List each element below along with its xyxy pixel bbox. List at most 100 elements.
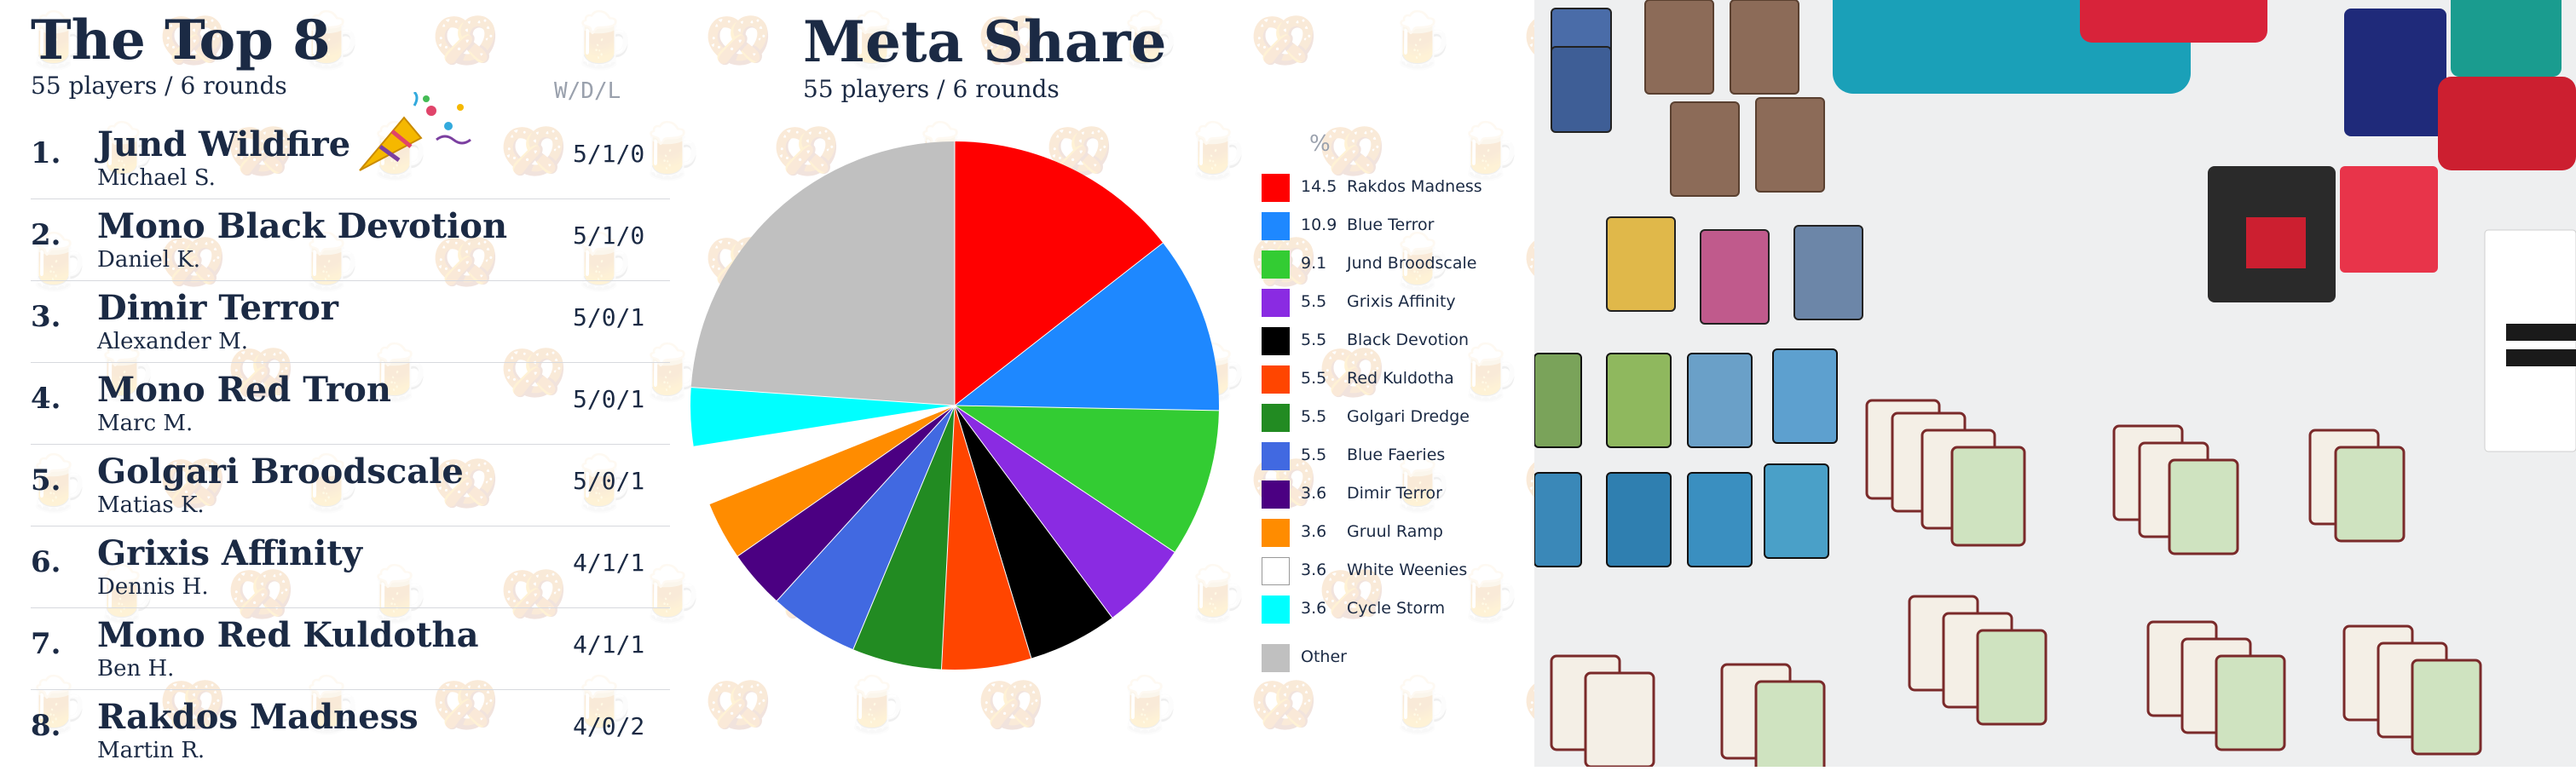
legend-item: 3.6 Gruul Ramp: [1262, 515, 1534, 554]
pink-deck-box: [2340, 166, 2438, 273]
legend-value: 5.5: [1301, 369, 1343, 388]
pie-chart: [682, 133, 1227, 678]
standing-wdl: 5/0/1: [573, 303, 644, 331]
standing-player: Ben H.: [97, 656, 174, 682]
table-photo: [1534, 0, 2576, 767]
legend-item: 5.5 Golgari Dredge: [1262, 400, 1534, 439]
card: [1645, 0, 1713, 94]
card: [1765, 464, 1828, 558]
standing-wdl: 4/0/2: [573, 712, 644, 740]
pie-slice-other: [691, 141, 955, 406]
legend-value: 9.1: [1301, 254, 1343, 273]
card: [1671, 102, 1739, 196]
legend-swatch: [1262, 519, 1290, 547]
legend-item: 3.6 Dimir Terror: [1262, 477, 1534, 515]
legend-value: 5.5: [1301, 292, 1343, 311]
legend-label: Cycle Storm: [1347, 599, 1445, 618]
card: [1794, 226, 1863, 319]
standing-row: 5. Golgari Broodscale Matias K. 5/0/1: [31, 445, 670, 526]
standing-row: 4. Mono Red Tron Marc M. 5/0/1: [31, 363, 670, 445]
legend-swatch: [1262, 289, 1290, 317]
standing-wdl: 4/1/1: [573, 549, 644, 577]
legend-item: 5.5 Red Kuldotha: [1262, 362, 1534, 400]
token-pile: [1551, 656, 1654, 767]
legend-swatch: [1262, 404, 1290, 432]
legend-header: %: [1309, 118, 1534, 170]
legend-value: 3.6: [1301, 484, 1343, 503]
legend-label: Grixis Affinity: [1347, 292, 1456, 311]
standing-rank: 6.: [31, 545, 61, 579]
standing-row: 7. Mono Red Kuldotha Ben H. 4/1/1: [31, 608, 670, 690]
card: [1773, 349, 1837, 443]
red-deck-case: [2080, 0, 2267, 43]
legend-value: 5.5: [1301, 407, 1343, 426]
token-pile: [2310, 430, 2404, 541]
standings-list: 1. Jund Wildfire Michael S. 5/1/0 2. Mon…: [31, 118, 670, 771]
legend-value: 3.6: [1301, 522, 1343, 541]
legend-value: 3.6: [1301, 599, 1343, 618]
red-deck-box: [2438, 77, 2576, 170]
legend-swatch: [1262, 442, 1290, 470]
standing-player: Matias K.: [97, 492, 205, 518]
legend-value: 14.5: [1301, 177, 1343, 196]
standing-deck: Mono Black Devotion: [97, 206, 507, 246]
card: [1607, 473, 1671, 567]
card: [1688, 473, 1752, 567]
standing-deck: Golgari Broodscale: [97, 452, 464, 492]
legend-label: Red Kuldotha: [1347, 369, 1454, 388]
card: [1534, 473, 1581, 567]
standing-wdl: 5/0/1: [573, 385, 644, 413]
standing-rank: 8.: [31, 709, 61, 743]
standing-wdl: 4/1/1: [573, 630, 644, 659]
standing-row: 2. Mono Black Devotion Daniel K. 5/1/0: [31, 199, 670, 281]
standing-player: Alexander M.: [97, 329, 248, 354]
legend-item: 5.5 Blue Faeries: [1262, 439, 1534, 477]
meta-share-panel: Meta Share 55 players / 6 rounds % 14.5 R…: [682, 14, 1534, 763]
standing-wdl: 5/1/0: [573, 140, 644, 168]
standing-deck: Mono Red Tron: [97, 370, 391, 410]
standing-rank: 2.: [31, 218, 61, 252]
legend-swatch: [1262, 557, 1290, 585]
legend-item: 3.6 Cycle Storm: [1262, 592, 1534, 630]
legend-swatch: [1262, 250, 1290, 279]
standing-wdl: 5/0/1: [573, 467, 644, 495]
legend-value: 10.9: [1301, 216, 1343, 234]
standing-player: Dennis H.: [97, 574, 209, 600]
legend-swatch: [1262, 644, 1290, 672]
legend-label: Jund Broodscale: [1347, 254, 1476, 273]
card: [1688, 354, 1752, 447]
standing-rank: 7.: [31, 627, 61, 661]
standing-deck: Jund Wildfire: [97, 124, 350, 164]
standing-player: Marc M.: [97, 411, 193, 436]
card: [1756, 98, 1824, 192]
legend-item: 10.9 Blue Terror: [1262, 209, 1534, 247]
legend-item: Other: [1262, 641, 1534, 679]
legend-label: Rakdos Madness: [1347, 177, 1482, 196]
legend-swatch: [1262, 212, 1290, 240]
legend-value: 5.5: [1301, 331, 1343, 349]
card: [1701, 230, 1769, 324]
standing-rank: 4.: [31, 382, 61, 416]
chart-subtitle: 55 players / 6 rounds: [803, 75, 1060, 103]
legend-swatch: [1262, 480, 1290, 509]
legend-label: Gruul Ramp: [1347, 522, 1443, 541]
chart-title: Meta Share: [803, 14, 1166, 70]
legend-item: 3.6 White Weenies: [1262, 554, 1534, 592]
standing-row: 3. Dimir Terror Alexander M. 5/0/1: [31, 281, 670, 363]
teal-deck-box: [2451, 0, 2562, 77]
standing-deck: Grixis Affinity: [97, 533, 362, 573]
wdl-column-header: W/D/L: [554, 78, 621, 104]
standing-player: Michael S.: [97, 165, 216, 191]
standing-row: 6. Grixis Affinity Dennis H. 4/1/1: [31, 526, 670, 608]
standing-rank: 5.: [31, 463, 61, 498]
legend-swatch: [1262, 327, 1290, 355]
card: [1607, 217, 1675, 311]
legend-swatch: [1262, 365, 1290, 394]
legend-item: 9.1 Jund Broodscale: [1262, 247, 1534, 285]
legend-value: 3.6: [1301, 561, 1343, 579]
standing-deck: Dimir Terror: [97, 288, 338, 328]
legend-label: Other: [1301, 647, 1347, 666]
legend-label: Golgari Dredge: [1347, 407, 1470, 426]
top8-panel: The Top 8 55 players / 6 rounds W/D/L 1.…: [31, 14, 679, 763]
standing-row: 8. Rakdos Madness Martin R. 4/0/2: [31, 690, 670, 771]
